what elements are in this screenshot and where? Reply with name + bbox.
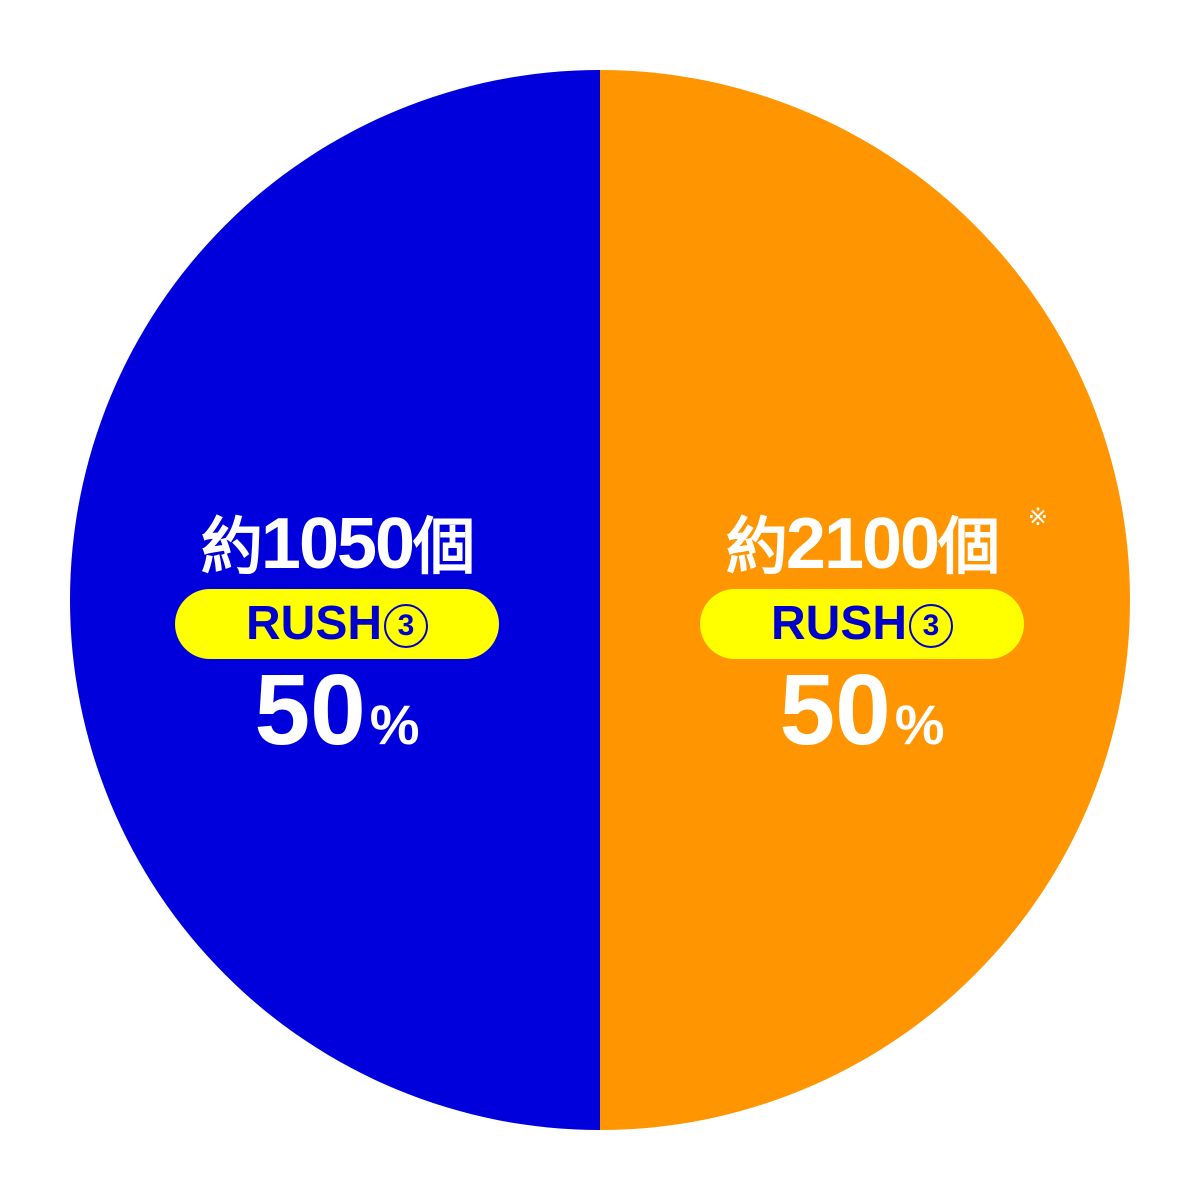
amount-value: 2100 xyxy=(785,504,940,584)
percent-sign: % xyxy=(894,693,945,756)
badge-number: 3 xyxy=(384,604,428,648)
unit-suffix: 個 xyxy=(413,510,475,583)
percent-value: 50 xyxy=(779,654,891,766)
percent-value: 50 xyxy=(254,654,366,766)
badge-text: RUSH xyxy=(245,597,382,650)
badge-number: 3 xyxy=(909,604,953,648)
approx-prefix: 約 xyxy=(200,510,263,583)
amount-value: 1050 xyxy=(260,504,415,584)
amount-label: 約1050個 xyxy=(137,500,537,591)
approx-prefix: 約 xyxy=(725,510,788,583)
percent-label: 50% xyxy=(662,660,1062,775)
footnote-mark: ※ xyxy=(1027,504,1048,531)
amount-label: 約2100個 ※ xyxy=(662,500,1062,591)
rush-badge: RUSH 3 xyxy=(700,589,1024,659)
slice-label-left: 約1050個 RUSH 3 50% xyxy=(137,0,537,1200)
slice-label-right: 約2100個 ※ RUSH 3 50% xyxy=(662,0,1062,1200)
unit-suffix: 個 xyxy=(938,510,1000,583)
badge-text: RUSH xyxy=(770,597,907,650)
percent-sign: % xyxy=(369,693,420,756)
rush-badge: RUSH 3 xyxy=(175,589,499,659)
percent-label: 50% xyxy=(137,660,537,775)
